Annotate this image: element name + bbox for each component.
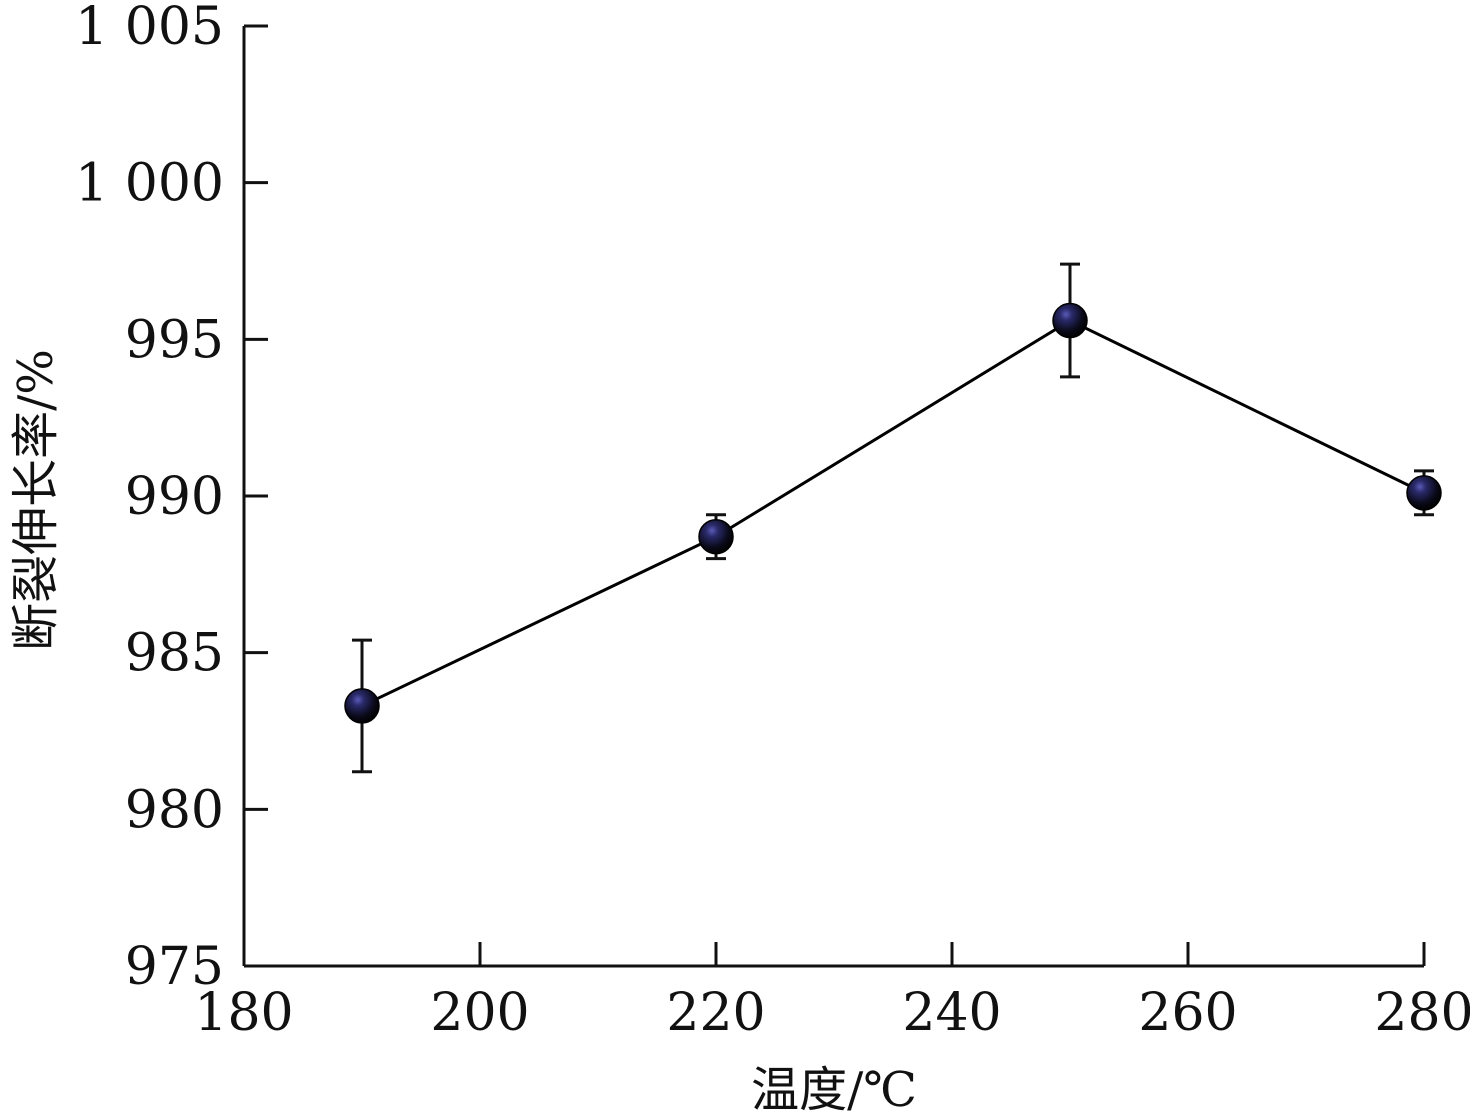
y-tick-label-990: 990 xyxy=(125,467,224,527)
ticks: 975 980 985 990 995 1 000 1 005 180 200 220 240 260… xyxy=(75,0,1470,1043)
y-tick-label-980: 980 xyxy=(125,780,224,840)
data-point-190 xyxy=(344,688,380,724)
x-tick-label-280: 280 xyxy=(1374,983,1470,1043)
y-tick-label-985: 985 xyxy=(125,624,224,684)
x-tick-label-200: 200 xyxy=(430,983,529,1043)
x-tick-label-240: 240 xyxy=(902,983,1001,1043)
x-tick-label-220: 220 xyxy=(666,983,765,1043)
x-tick-label-260: 260 xyxy=(1138,983,1237,1043)
data-point-220 xyxy=(698,518,734,555)
axes xyxy=(242,26,1424,968)
series-layer xyxy=(344,262,1442,774)
y-axis-title: 断裂伸长率/% xyxy=(8,349,64,651)
y-tick-label-975: 975 xyxy=(125,937,224,997)
x-axis-title: 温度/℃ xyxy=(751,1062,917,1114)
data-point-250 xyxy=(1052,302,1088,339)
x-tick-label-180: 180 xyxy=(194,983,293,1043)
series-line-0 xyxy=(361,318,1425,708)
y-tick-label-1000: 1 000 xyxy=(75,154,224,214)
data-point-280 xyxy=(1406,475,1442,511)
y-tick-label-995: 995 xyxy=(125,310,224,370)
y-tick-label-1005: 1 005 xyxy=(75,0,224,57)
